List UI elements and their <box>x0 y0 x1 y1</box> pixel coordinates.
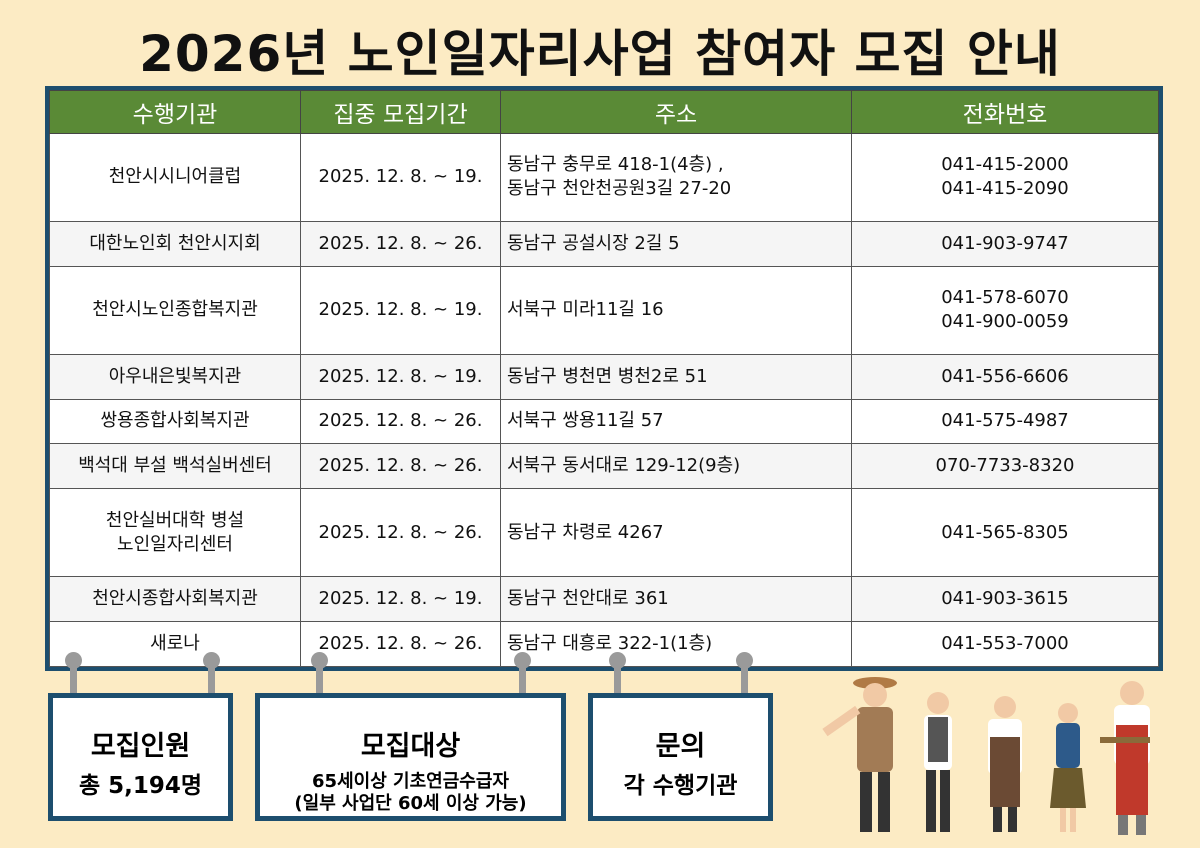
org-cell: 천안시종합사회복지관 <box>49 576 301 623</box>
address-cell: 동남구 천안대로 361 <box>500 576 852 623</box>
worker-figure-woman <box>1050 703 1086 832</box>
table-header: 수행기관 집중 모집기간 주소 전화번호 <box>49 90 1159 134</box>
card-value: 65세이상 기초연금수급자 (일부 사업단 60세 이상 가능) <box>294 771 527 814</box>
period-cell: 2025. 12. 8. ~ 26. <box>300 488 501 578</box>
phone-cell: 041-415-2000 041-415-2090 <box>851 133 1159 222</box>
org-cell: 천안실버대학 병설 노인일자리센터 <box>49 488 301 578</box>
card-inquiry: 문의 각 수행기관 <box>588 693 773 821</box>
address-cell: 동남구 병천면 병천2로 51 <box>500 353 852 400</box>
address-cell: 서북구 동서대로 129-12(9층) <box>500 443 852 490</box>
card-heading: 문의 <box>655 731 706 762</box>
phone-cell: 041-578-6070 041-900-0059 <box>851 265 1159 355</box>
period-cell: 2025. 12. 8. ~ 19. <box>300 353 501 400</box>
table-row: 아우내은빛복지관 2025. 12. 8. ~ 19. 동남구 병천면 병천2로 5… <box>49 353 1159 400</box>
phone-cell: 041-565-8305 <box>851 488 1159 578</box>
address-cell: 동남구 차령로 4267 <box>500 488 852 578</box>
org-cell: 쌍용종합사회복지관 <box>49 398 301 445</box>
address-cell: 동남구 공설시장 2길 5 <box>500 220 852 267</box>
card-recruit-count: 모집인원 총 5,194명 <box>48 693 233 821</box>
phone-cell: 041-903-3615 <box>851 576 1159 623</box>
header-period: 집중 모집기간 <box>300 90 501 134</box>
org-cell: 아우내은빛복지관 <box>49 353 301 400</box>
table-row: 대한노인회 천안시지회 2025. 12. 8. ~ 26. 동남구 공설시장 2길… <box>49 220 1159 267</box>
table-row: 백석대 부설 백석실버센터 2025. 12. 8. ~ 26. 서북구 동서대로 … <box>49 443 1159 490</box>
address-cell: 서북구 쌍용11길 57 <box>500 398 852 445</box>
phone-cell: 041-553-7000 <box>851 621 1159 667</box>
agency-table: 수행기관 집중 모집기간 주소 전화번호 천안시시니어클럽 2025. 12. 8… <box>45 86 1163 671</box>
phone-cell: 041-903-9747 <box>851 220 1159 267</box>
org-cell: 천안시노인종합복지관 <box>49 265 301 355</box>
worker-figure-vest <box>924 692 952 832</box>
phone-cell: 041-556-6606 <box>851 353 1159 400</box>
table-row: 천안시노인종합복지관 2025. 12. 8. ~ 19. 서북구 미라11길 16… <box>49 265 1159 355</box>
address-cell: 서북구 미라11길 16 <box>500 265 852 355</box>
period-cell: 2025. 12. 8. ~ 19. <box>300 576 501 623</box>
header-address: 주소 <box>500 90 852 134</box>
org-cell: 대한노인회 천안시지회 <box>49 220 301 267</box>
org-cell: 백석대 부설 백석실버센터 <box>49 443 301 490</box>
table-row: 천안실버대학 병설 노인일자리센터 2025. 12. 8. ~ 26. 동남구 차… <box>49 488 1159 578</box>
table-row: 천안시시니어클럽 2025. 12. 8. ~ 19. 동남구 충무로 418-1(… <box>49 133 1159 222</box>
worker-figure-apron <box>988 696 1022 832</box>
period-cell: 2025. 12. 8. ~ 26. <box>300 621 501 667</box>
card-value: 총 5,194명 <box>78 773 203 799</box>
worker-figure-hat <box>822 677 897 832</box>
org-cell: 천안시시니어클럽 <box>49 133 301 222</box>
period-cell: 2025. 12. 8. ~ 19. <box>300 133 501 222</box>
period-cell: 2025. 12. 8. ~ 26. <box>300 443 501 490</box>
org-cell: 새로나 <box>49 621 301 667</box>
address-cell: 동남구 충무로 418-1(4층) , 동남구 천안천공원3길 27-20 <box>500 133 852 222</box>
worker-figure-chef <box>1100 681 1150 835</box>
phone-cell: 041-575-4987 <box>851 398 1159 445</box>
table-row: 천안시종합사회복지관 2025. 12. 8. ~ 19. 동남구 천안대로 361… <box>49 576 1159 623</box>
table-row: 새로나 2025. 12. 8. ~ 26. 동남구 대흥로 322-1(1층) 04… <box>49 621 1159 667</box>
period-cell: 2025. 12. 8. ~ 19. <box>300 265 501 355</box>
card-value: 각 수행기관 <box>623 773 738 799</box>
header-org: 수행기관 <box>49 90 301 134</box>
card-heading: 모집대상 <box>360 731 461 762</box>
senior-workers-illustration <box>822 677 1150 835</box>
period-cell: 2025. 12. 8. ~ 26. <box>300 220 501 267</box>
address-cell: 동남구 대흥로 322-1(1층) <box>500 621 852 667</box>
page-title: 2026년 노인일자리사업 참여자 모집 안내 <box>139 25 1061 83</box>
period-cell: 2025. 12. 8. ~ 26. <box>300 398 501 445</box>
card-target: 모집대상 65세이상 기초연금수급자 (일부 사업단 60세 이상 가능) <box>255 693 566 821</box>
header-phone: 전화번호 <box>851 90 1159 134</box>
card-heading: 모집인원 <box>90 731 191 762</box>
phone-cell: 070-7733-8320 <box>851 443 1159 490</box>
table-row: 쌍용종합사회복지관 2025. 12. 8. ~ 26. 서북구 쌍용11길 57 0… <box>49 398 1159 445</box>
